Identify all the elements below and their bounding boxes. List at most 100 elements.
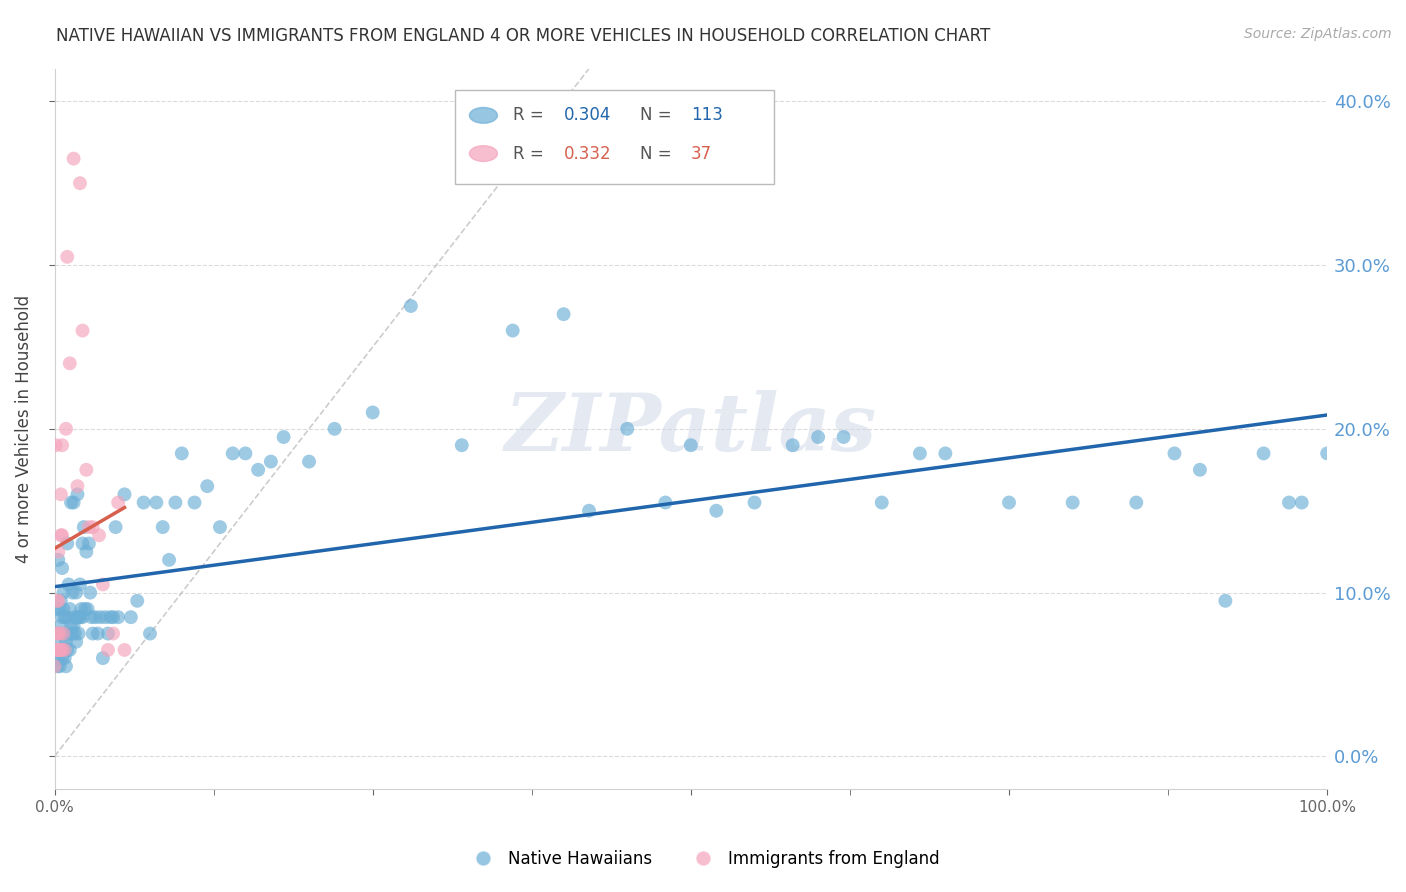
Point: [52, 585, 75, 599]
Point: [273, 430, 295, 444]
Point: [91, 651, 114, 665]
Point: [195, 479, 218, 493]
Point: [66, 479, 89, 493]
Point: [56, 250, 79, 264]
Point: [45, 643, 67, 657]
Point: [107, 495, 129, 509]
Point: [654, 495, 676, 509]
Point: [60, 626, 83, 640]
Point: [46, 544, 69, 558]
Point: [807, 430, 830, 444]
Point: [60, 495, 83, 509]
Point: [72, 536, 94, 550]
Point: [75, 602, 97, 616]
Point: [48, 643, 70, 657]
Point: [73, 520, 96, 534]
Point: [49, 594, 72, 608]
Point: [60, 585, 83, 599]
Point: [744, 495, 766, 509]
Point: [46, 626, 69, 640]
Point: [49, 528, 72, 542]
Point: [260, 454, 283, 468]
Text: 0.332: 0.332: [564, 145, 612, 162]
Point: [46, 602, 69, 616]
Point: [56, 643, 79, 657]
Point: [1215, 594, 1237, 608]
Point: [1188, 463, 1211, 477]
Point: [48, 626, 70, 640]
Point: [69, 577, 91, 591]
Point: [66, 610, 89, 624]
Point: [75, 463, 97, 477]
Point: [87, 626, 110, 640]
Point: [55, 634, 77, 648]
Point: [53, 651, 76, 665]
Point: [114, 487, 136, 501]
Text: Source: ZipAtlas.com: Source: ZipAtlas.com: [1244, 27, 1392, 41]
Point: [145, 495, 167, 509]
Point: [46, 643, 69, 657]
Point: [361, 405, 384, 419]
Text: 113: 113: [690, 106, 723, 124]
Point: [152, 520, 174, 534]
Point: [58, 577, 80, 591]
Point: [91, 577, 114, 591]
Point: [52, 602, 75, 616]
Point: [44, 659, 66, 673]
Point: [62, 152, 84, 166]
Point: [63, 610, 86, 624]
Point: [48, 602, 70, 616]
Point: [48, 659, 70, 673]
Point: [51, 528, 73, 542]
Point: [1291, 495, 1313, 509]
Point: [107, 610, 129, 624]
Point: [208, 520, 231, 534]
Point: [58, 626, 80, 640]
Point: [60, 618, 83, 632]
Point: [97, 643, 120, 657]
Point: [157, 553, 180, 567]
Point: [53, 610, 76, 624]
Point: [72, 324, 94, 338]
Point: [59, 602, 82, 616]
Point: [616, 422, 638, 436]
Point: [53, 626, 76, 640]
Text: R =: R =: [513, 145, 548, 162]
Point: [79, 585, 101, 599]
Point: [67, 610, 90, 624]
Point: [51, 643, 73, 657]
Point: [578, 504, 600, 518]
Point: [56, 536, 79, 550]
Point: [51, 561, 73, 575]
Point: [114, 643, 136, 657]
Point: [62, 618, 84, 632]
Point: [48, 643, 70, 657]
Point: [52, 643, 75, 657]
Text: N =: N =: [640, 145, 676, 162]
Point: [63, 626, 86, 640]
Point: [1278, 495, 1301, 509]
Ellipse shape: [470, 145, 498, 161]
Point: [69, 610, 91, 624]
Text: N =: N =: [640, 106, 676, 124]
Point: [94, 610, 117, 624]
Point: [76, 602, 98, 616]
Point: [49, 618, 72, 632]
Point: [101, 610, 124, 624]
Point: [52, 626, 75, 640]
Point: [67, 626, 90, 640]
Point: [62, 495, 84, 509]
Point: [51, 610, 73, 624]
Point: [46, 594, 69, 608]
Point: [502, 324, 524, 338]
Point: [97, 626, 120, 640]
Point: [77, 536, 100, 550]
FancyBboxPatch shape: [456, 90, 773, 184]
Point: [49, 487, 72, 501]
Point: [75, 544, 97, 558]
Point: [1163, 446, 1185, 460]
Point: [65, 634, 87, 648]
Point: [82, 520, 104, 534]
Point: [1316, 446, 1339, 460]
Point: [48, 626, 70, 640]
